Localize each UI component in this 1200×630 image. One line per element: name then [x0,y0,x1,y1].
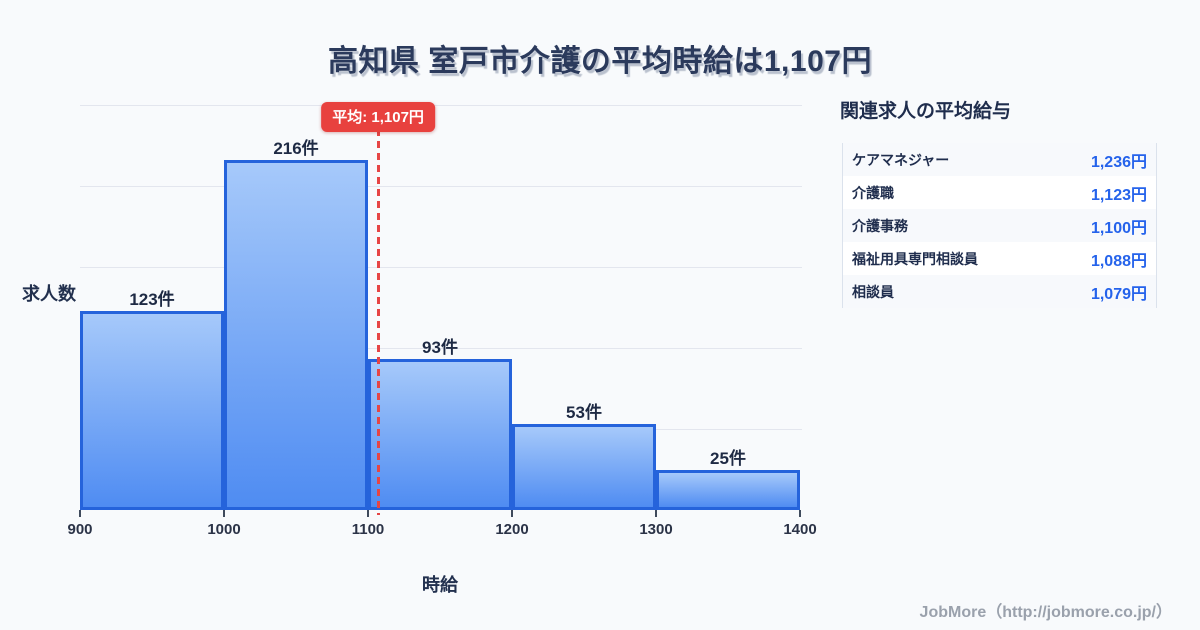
related-job-row: 相談員 1,079円 [843,275,1156,308]
side-panel-title: 関連求人の平均給与 [840,101,1012,122]
related-job-row: ケアマネジャー 1,236円 [843,143,1156,176]
related-job-label: 介護職 [852,184,894,201]
histogram-chart: 123件 216件 93件 53件 25件 900 1000 1100 1200 1300 140… [67,102,817,538]
x-tick [223,510,225,517]
bar-value-label: 123件 [129,289,175,309]
x-axis-label: 時給 [422,575,458,595]
histogram-bar [512,424,656,510]
related-job-row: 福祉用具専門相談員 1,088円 [843,242,1156,275]
average-line [376,129,380,515]
bar-value-label: 53件 [566,403,602,423]
bar-value-label: 216件 [273,139,319,159]
related-job-value: 1,079円 [1090,285,1147,303]
gridline [80,348,802,349]
x-tick [511,510,513,517]
gridline [80,267,802,268]
related-job-row: 介護事務 1,100円 [843,209,1156,242]
related-job-row: 介護職 1,123円 [843,176,1156,209]
x-tick-label: 1400 [783,521,817,538]
x-tick [655,510,657,517]
gridline [80,186,802,187]
related-job-label: 介護事務 [852,217,908,234]
related-job-label: 相談員 [852,283,894,300]
histogram-bar [224,160,368,510]
x-tick [799,510,801,517]
related-job-value: 1,088円 [1090,252,1147,270]
related-job-value: 1,100円 [1090,219,1147,237]
related-job-label: ケアマネジャー [852,151,950,168]
x-tick-label: 1100 [351,521,385,538]
x-tick-label: 1200 [495,521,529,538]
bar-value-label: 93件 [422,338,458,358]
y-axis-label: 求人数 [22,284,76,304]
average-badge: 平均: 1,107円 [321,102,435,132]
x-tick [79,510,81,517]
bar-value-label: 25件 [710,448,746,468]
related-job-value: 1,236円 [1090,153,1147,171]
related-jobs-table: ケアマネジャー 1,236円介護職 1,123円介護事務 1,100円福祉用具専門相談… [842,143,1157,308]
x-tick [367,510,369,517]
gridline [80,105,802,106]
x-tick-label: 1300 [639,521,673,538]
related-job-label: 福祉用具専門相談員 [852,250,978,267]
related-job-value: 1,123円 [1090,186,1147,204]
x-tick-label: 900 [67,521,93,538]
page-title: 高知県 室戸市介護の平均時給は1,107円 [328,45,872,78]
x-tick-label: 1000 [207,521,241,538]
footer-credit: JobMore（http://jobmore.co.jp/） [919,604,1172,621]
histogram-bar [656,469,800,510]
histogram-bar [368,359,512,510]
histogram-bar [80,310,224,510]
